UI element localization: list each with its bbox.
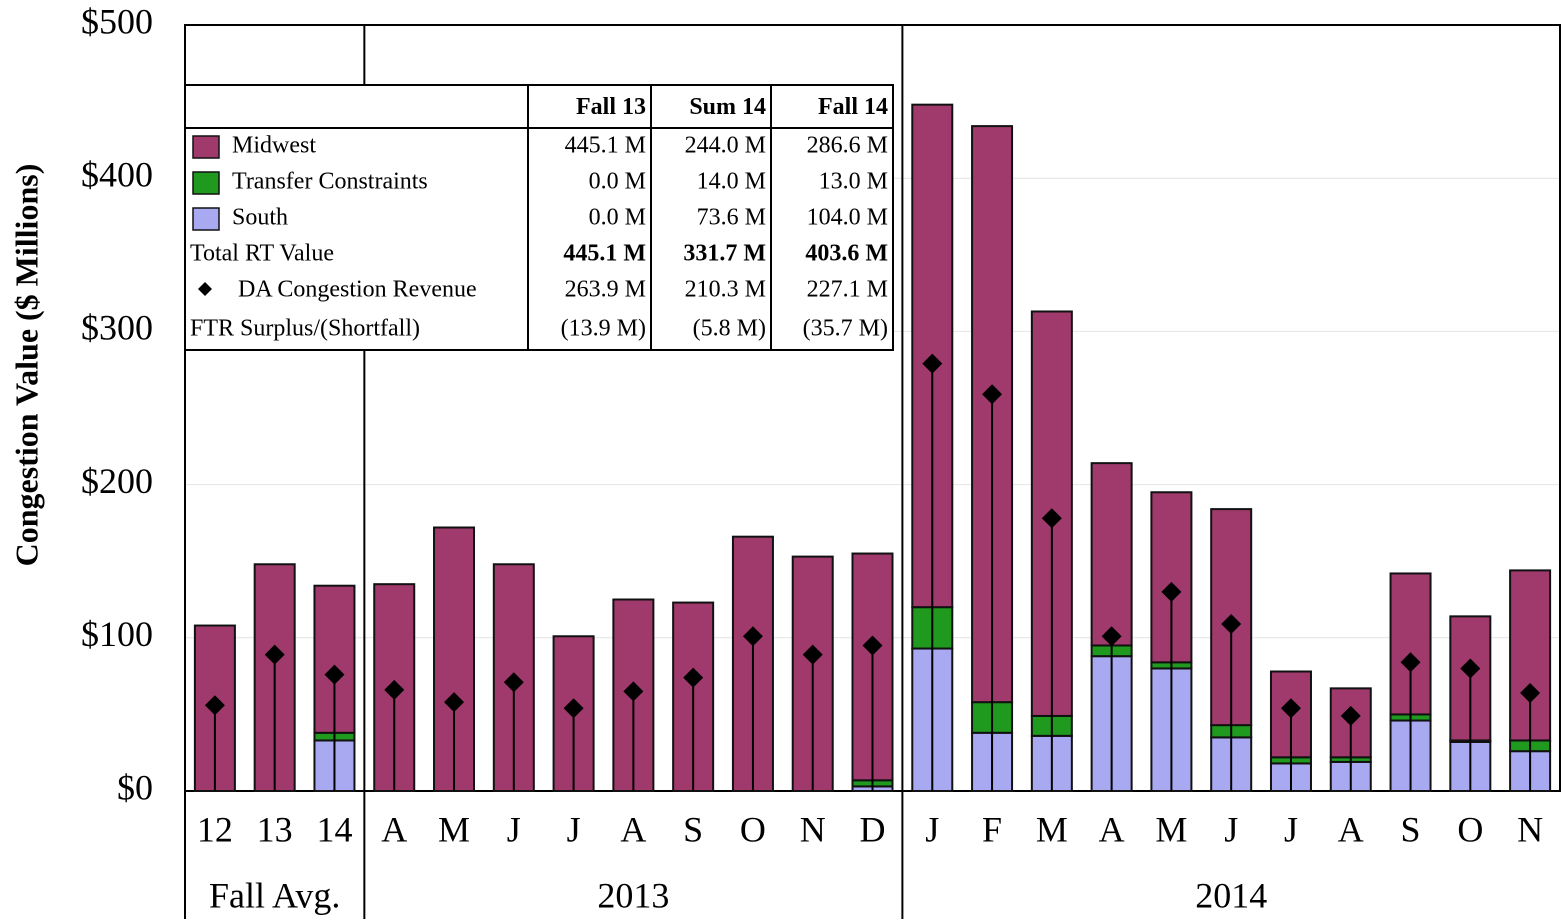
da-marker xyxy=(1101,626,1122,647)
legend-label: DA Congestion Revenue xyxy=(238,277,477,303)
y-tick-label: $100 xyxy=(81,614,153,654)
da-marker xyxy=(1460,658,1481,679)
group-label: 2013 xyxy=(597,875,669,915)
da-marker xyxy=(384,679,405,700)
table-cell: (35.7 M) xyxy=(803,316,888,342)
y-tick-label: $300 xyxy=(81,308,153,348)
da-marker xyxy=(982,384,1003,405)
table-cell: 403.6 M xyxy=(805,241,888,267)
table-cell: 0.0 M xyxy=(589,205,646,231)
table-cell: 263.9 M xyxy=(565,277,646,303)
y-axis-title: Congestion Value ($ Millions) xyxy=(8,164,44,567)
x-tick-label: J xyxy=(507,809,521,849)
table-cell: 0.0 M xyxy=(589,169,646,195)
legend-label: Transfer Constraints xyxy=(232,169,428,195)
legend-marker xyxy=(198,282,212,296)
legend-label: South xyxy=(232,205,288,231)
table-cell: (5.8 M) xyxy=(693,316,766,342)
legend-label: Midwest xyxy=(232,133,316,159)
x-tick-label: A xyxy=(381,809,407,849)
x-tick-label: S xyxy=(683,809,703,849)
da-marker xyxy=(264,644,285,665)
x-tick-label: A xyxy=(1099,809,1125,849)
table-cell: 13.0 M xyxy=(819,169,888,195)
x-tick-label: A xyxy=(1338,809,1364,849)
table-cell: 73.6 M xyxy=(697,205,766,231)
table-row-label: Total RT Value xyxy=(190,241,334,267)
x-tick-label: M xyxy=(1155,809,1187,849)
da-marker xyxy=(1161,581,1182,602)
x-tick-label: N xyxy=(800,809,826,849)
da-marker xyxy=(563,698,584,719)
legend-table xyxy=(184,84,894,351)
x-tick-label: F xyxy=(982,809,1002,849)
x-tick-label: J xyxy=(1224,809,1238,849)
legend-swatch xyxy=(192,207,220,231)
table-cell: 210.3 M xyxy=(685,277,766,303)
legend-swatch xyxy=(192,135,220,159)
group-label: Fall Avg. xyxy=(209,875,340,915)
table-cell: 445.1 M xyxy=(563,241,646,267)
y-tick-label: $0 xyxy=(117,767,153,807)
table-header: Fall 13 xyxy=(576,94,646,120)
x-tick-label: S xyxy=(1401,809,1421,849)
table-cell: 227.1 M xyxy=(807,277,888,303)
da-marker xyxy=(623,681,644,702)
da-marker xyxy=(444,692,465,713)
da-marker xyxy=(503,672,524,693)
da-marker xyxy=(922,353,943,374)
x-tick-label: J xyxy=(567,809,581,849)
group-label: 2014 xyxy=(1195,875,1267,915)
y-tick-label: $500 xyxy=(81,1,153,41)
x-tick-label: O xyxy=(1457,809,1483,849)
da-marker xyxy=(742,626,763,647)
da-marker xyxy=(1340,705,1361,726)
da-marker xyxy=(683,667,704,688)
x-tick-label: D xyxy=(860,809,886,849)
y-tick-label: $200 xyxy=(81,461,153,501)
x-tick-label: 13 xyxy=(257,809,293,849)
x-tick-label: J xyxy=(925,809,939,849)
table-cell: 331.7 M xyxy=(683,241,766,267)
x-tick-label: N xyxy=(1517,809,1543,849)
table-cell: 104.0 M xyxy=(807,205,888,231)
x-tick-label: 12 xyxy=(197,809,233,849)
table-header: Fall 14 xyxy=(818,94,888,120)
da-marker xyxy=(204,695,225,716)
legend-swatch xyxy=(192,171,220,195)
da-marker xyxy=(1520,682,1541,703)
table-cell: 286.6 M xyxy=(807,133,888,159)
bar-segment xyxy=(1090,462,1133,647)
table-row-label: FTR Surplus/(Shortfall) xyxy=(190,316,420,342)
x-tick-label: O xyxy=(740,809,766,849)
x-tick-label: A xyxy=(620,809,646,849)
x-tick-label: 14 xyxy=(316,809,352,849)
table-cell: 445.1 M xyxy=(565,133,646,159)
x-tick-label: M xyxy=(438,809,470,849)
table-cell: (13.9 M) xyxy=(561,316,646,342)
da-marker xyxy=(324,664,345,685)
da-marker xyxy=(1221,614,1242,635)
table-header: Sum 14 xyxy=(689,94,766,120)
table-cell: 244.0 M xyxy=(685,133,766,159)
da-marker xyxy=(802,644,823,665)
da-marker xyxy=(862,635,883,656)
da-marker xyxy=(1400,652,1421,673)
da-marker xyxy=(1041,508,1062,529)
x-tick-label: J xyxy=(1284,809,1298,849)
y-tick-label: $400 xyxy=(81,154,153,194)
table-cell: 14.0 M xyxy=(697,169,766,195)
x-tick-label: M xyxy=(1036,809,1068,849)
da-marker xyxy=(1280,698,1301,719)
